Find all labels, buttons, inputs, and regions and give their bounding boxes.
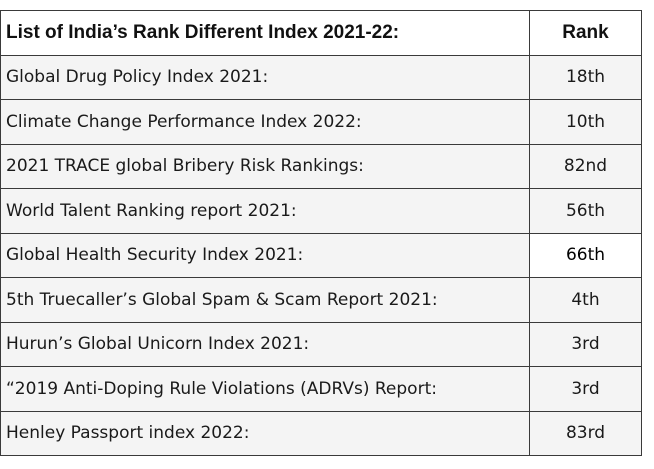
rank-cell: 18th xyxy=(529,54,642,100)
rank-cell: 3rd xyxy=(529,321,642,367)
india-rank-table-container: List of India’s Rank Different Index 202… xyxy=(0,10,642,456)
rank-column-header: Rank xyxy=(529,10,642,56)
rank-cell: 83rd xyxy=(529,410,642,456)
table-row: Hurun’s Global Unicorn Index 2021: 3rd xyxy=(0,321,642,367)
rank-cell: 56th xyxy=(529,188,642,234)
table-row: Climate Change Performance Index 2022: 1… xyxy=(0,99,642,145)
rank-cell: 66th xyxy=(529,232,642,278)
index-name-cell: 2021 TRACE global Bribery Risk Rankings: xyxy=(0,143,530,189)
table-row: Henley Passport index 2022: 83rd xyxy=(0,410,642,456)
rank-cell: 3rd xyxy=(529,366,642,412)
index-name-cell: “2019 Anti-Doping Rule Violations (ADRVs… xyxy=(0,366,530,412)
index-name-cell: Climate Change Performance Index 2022: xyxy=(0,99,530,145)
india-rank-table: List of India’s Rank Different Index 202… xyxy=(0,10,642,456)
table-row: Global Health Security Index 2021: 66th xyxy=(0,232,642,278)
index-name-cell: World Talent Ranking report 2021: xyxy=(0,188,530,234)
table-header-row: List of India’s Rank Different Index 202… xyxy=(0,10,642,56)
index-name-cell: Hurun’s Global Unicorn Index 2021: xyxy=(0,321,530,367)
index-name-cell: 5th Truecaller’s Global Spam & Scam Repo… xyxy=(0,277,530,323)
index-name-cell: Global Health Security Index 2021: xyxy=(0,232,530,278)
index-name-cell: Global Drug Policy Index 2021: xyxy=(0,54,530,100)
rank-cell: 4th xyxy=(529,277,642,323)
table-row: 2021 TRACE global Bribery Risk Rankings:… xyxy=(0,143,642,189)
table-row: 5th Truecaller’s Global Spam & Scam Repo… xyxy=(0,277,642,323)
table-row: World Talent Ranking report 2021: 56th xyxy=(0,188,642,234)
table-row: “2019 Anti-Doping Rule Violations (ADRVs… xyxy=(0,366,642,412)
table-row: Global Drug Policy Index 2021: 18th xyxy=(0,54,642,100)
rank-cell: 10th xyxy=(529,99,642,145)
rank-cell: 82nd xyxy=(529,143,642,189)
index-name-cell: Henley Passport index 2022: xyxy=(0,410,530,456)
table-title-header: List of India’s Rank Different Index 202… xyxy=(0,10,530,56)
